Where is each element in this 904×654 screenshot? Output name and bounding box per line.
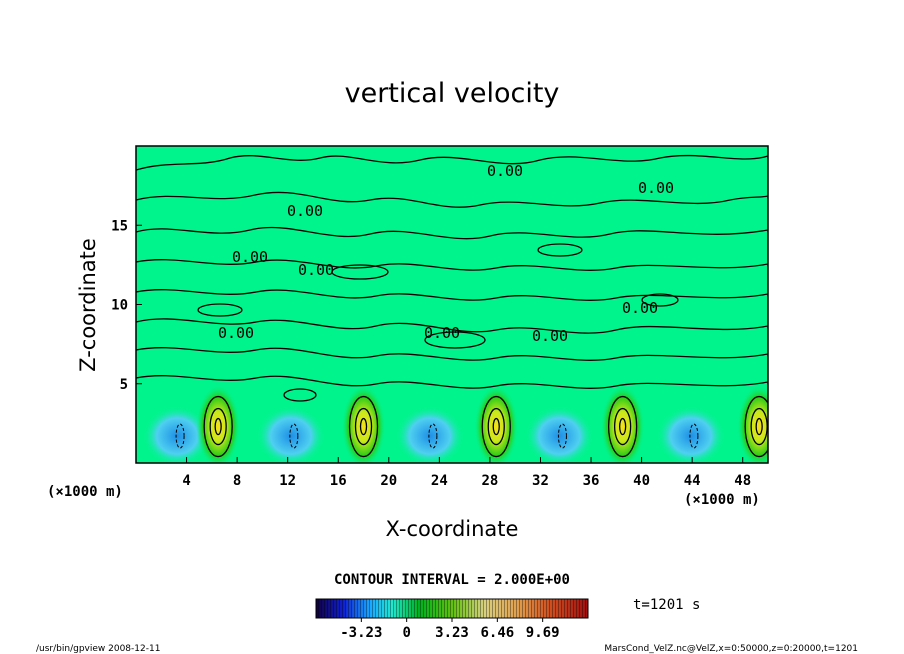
downdraft-patch: [395, 406, 464, 463]
x-unit-left: (×1000 m): [47, 484, 123, 500]
contour-line: [136, 289, 768, 301]
x-tick-label: 28: [481, 473, 498, 489]
contour-loop: [197, 303, 243, 317]
y-tick-label: 10: [111, 298, 128, 314]
contour-label: 0.00: [638, 179, 674, 197]
contour-loop: [424, 331, 486, 349]
contour-label: 0.00: [218, 324, 254, 342]
downdraft-patch: [143, 406, 212, 463]
downdraft-contour: [428, 423, 438, 449]
updraft-contour: [607, 395, 638, 458]
contour-line: [136, 318, 768, 334]
contour-label: 0.00: [532, 327, 568, 345]
x-tick-label: 48: [734, 473, 751, 489]
chart-title: vertical velocity: [345, 78, 560, 109]
colorbar-tick-label: 3.23: [435, 625, 469, 641]
downdraft-contour: [557, 423, 567, 449]
updraft-contour: [744, 395, 768, 458]
updraft-contours: [175, 395, 768, 458]
updraft-contour: [492, 417, 500, 436]
x-tick-label: 44: [684, 473, 701, 489]
updraft-contour: [359, 417, 368, 436]
x-unit-right: (×1000 m): [684, 492, 760, 508]
x-tick-label: 40: [633, 473, 650, 489]
updraft-contour: [348, 395, 379, 458]
footer-right: MarsCond_VelZ.nc@VelZ,x=0:50000,z=0:2000…: [604, 644, 858, 654]
x-tick-label: 16: [330, 473, 347, 489]
contour-label: 0.00: [287, 202, 323, 220]
y-axis-label: Z-coordinate: [76, 238, 100, 372]
contour-layer: [136, 154, 768, 402]
x-axis: 4 8 12 16 20 24 28 32 36 40 44 48: [182, 457, 751, 489]
updraft-contour: [481, 395, 511, 458]
updraft-contour: [613, 407, 632, 446]
x-tick-label: 36: [583, 473, 600, 489]
x-axis-label: X-coordinate: [386, 517, 519, 541]
colorbar-tick-label: 0: [402, 625, 410, 641]
updraft-contour: [755, 417, 763, 436]
x-tick-label: 4: [182, 473, 190, 489]
updraft-contour: [214, 417, 222, 436]
downdraft-contour: [175, 423, 185, 449]
colorbar-tick-label: 9.69: [526, 625, 560, 641]
updraft-contour: [203, 395, 233, 458]
updraft-patch: [737, 384, 768, 463]
plot-background: [136, 146, 768, 463]
updraft-contour: [618, 417, 627, 436]
contour-loop: [641, 293, 679, 307]
x-tick-label: 32: [532, 473, 549, 489]
contour-line: [136, 154, 768, 171]
downdraft-patch: [525, 406, 594, 463]
y-tick-label: 15: [111, 218, 128, 234]
updraft-contour: [209, 407, 227, 446]
contour-loop: [331, 264, 389, 280]
contour-label: 0.00: [424, 324, 460, 342]
downdraft-contour: [689, 423, 699, 449]
contour-label: 0.00: [298, 261, 334, 279]
x-tick-label: 8: [233, 473, 241, 489]
y-tick-label: 5: [120, 377, 128, 393]
contour-interval: CONTOUR INTERVAL = 2.000E+00: [334, 572, 570, 588]
downdraft-patch: [256, 406, 325, 463]
colorbar-ticks: -3.23 0 3.23 6.46 9.69: [340, 618, 560, 641]
downdraft-contour: [289, 423, 299, 449]
contour-line: [136, 259, 768, 271]
contour-loop: [283, 388, 317, 402]
colorbar-stripes: [316, 599, 588, 618]
colorbar-tick-label: -3.23: [340, 625, 382, 641]
colorbar: -3.23 0 3.23 6.46 9.69: [315, 598, 589, 641]
x-tick-label: 24: [431, 473, 448, 489]
x-tick-label: 12: [279, 473, 296, 489]
updraft-contour: [750, 407, 768, 446]
contour-label: 0.00: [622, 299, 658, 317]
contour-line: [136, 191, 768, 208]
updraft-contour: [487, 407, 505, 446]
time-label: t=1201 s: [633, 597, 700, 613]
x-tick-label: 20: [380, 473, 397, 489]
downdraft-patch: [656, 406, 725, 463]
contour-labels: 0.00 0.00 0.00 0.00 0.00 0.00 0.00 0.00 …: [218, 162, 674, 345]
footer-left: /usr/bin/gpview 2008-12-11: [36, 644, 160, 654]
contour-loop: [537, 243, 583, 257]
contour-label: 0.00: [232, 248, 268, 266]
y-axis: 5 10 15: [111, 218, 142, 393]
updraft-contour: [354, 407, 373, 446]
contour-line: [136, 347, 768, 361]
plot-area: [136, 146, 768, 463]
contour-line: [136, 375, 768, 389]
contour-label: 0.00: [487, 162, 523, 180]
contour-line: [136, 226, 768, 240]
colorbar-tick-label: 6.46: [480, 625, 514, 641]
